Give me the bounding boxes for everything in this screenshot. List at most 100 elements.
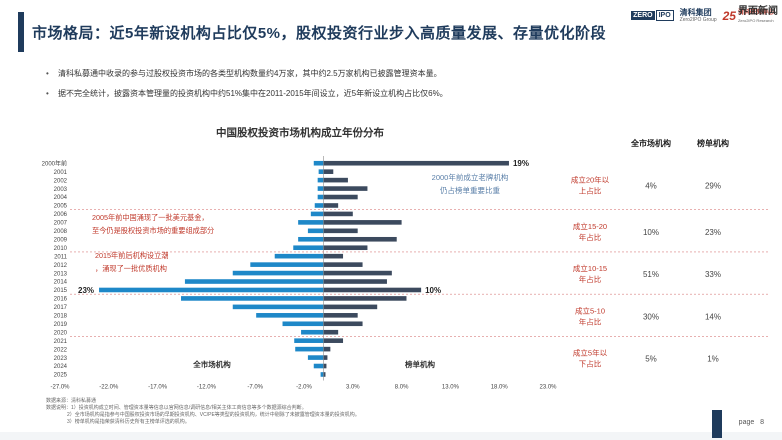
category-label: 2025 — [54, 373, 68, 379]
group-value-all: 10% — [643, 228, 659, 237]
group-label-line2: 年占比 — [579, 232, 602, 242]
x-tick-label: -7.0% — [247, 384, 263, 390]
page-num: 8 — [760, 419, 764, 426]
source-note-1: 数据说明：1）投资机构成立时间、管理资本量等信息以官网信息/调研信息/相关主体工… — [46, 405, 307, 411]
group-label-line2: 年占比 — [579, 274, 602, 284]
bar-all-market — [232, 270, 324, 276]
group-value-all: 51% — [643, 270, 659, 279]
bullet-item-1: 清科私募通中收录的参与过股权投资市场的各类型机构数量约4万家，其中约2.5万家机… — [46, 64, 448, 84]
logo-ipo: IPO — [655, 10, 674, 21]
bar-all-market — [298, 220, 324, 225]
category-label: 2023 — [54, 356, 68, 362]
bar-all-market — [310, 211, 324, 217]
bar-ranked — [323, 279, 387, 284]
series-label-left: 全市场机构 — [192, 359, 231, 369]
bar-all-market — [317, 194, 324, 200]
category-label: 2021 — [54, 339, 68, 345]
group-value-list: 33% — [705, 270, 721, 279]
group-value-list: 14% — [705, 312, 721, 321]
bar-ranked — [323, 313, 358, 318]
category-label: 2019 — [54, 322, 68, 328]
title-accent-bar — [18, 12, 24, 52]
group-label-line1: 成立5-10 — [575, 305, 605, 315]
group-logo-text: 清科集团 Zero2IPO Group — [680, 8, 717, 23]
source-notes: 数据来源：清科私募通 数据说明：1）投资机构成立时间、管理资本量等信息以官网信息… — [46, 398, 360, 426]
bar-all-market — [294, 338, 324, 343]
category-label: 2000年前 — [42, 159, 67, 167]
category-label: 2024 — [54, 364, 68, 370]
bar-all-market — [256, 313, 324, 318]
table-header-list: 榜单机构 — [697, 138, 729, 148]
watermark: 界面新闻 — [738, 6, 778, 17]
group-label-line2: 下占比 — [579, 359, 602, 369]
group-value-all: 4% — [645, 181, 657, 190]
category-label: 2013 — [54, 271, 68, 277]
bar-ranked — [323, 304, 378, 310]
data-label-left-peak: 23% — [78, 286, 94, 295]
category-label: 2012 — [54, 263, 68, 269]
footer-bar — [0, 432, 782, 440]
page-title: 市场格局：近5年新设机构占比仅5%，股权投资行业步入高质量发展、存量优化阶段 — [32, 25, 607, 42]
category-label: 2008 — [54, 229, 68, 235]
group-value-list: 23% — [705, 228, 721, 237]
group-value-all: 5% — [645, 355, 657, 364]
research-logo: 25 清科研究中心 Zero2IPO Research — [723, 9, 774, 23]
bar-ranked — [323, 329, 339, 335]
bar-ranked — [323, 372, 326, 377]
category-label: 2014 — [54, 280, 68, 286]
category-label: 2015 — [54, 288, 68, 294]
bar-ranked — [323, 220, 402, 225]
annotation-2015-line1: 2015年前后机构设立潮 — [95, 251, 169, 260]
bar-all-market — [250, 262, 324, 267]
bar-all-market — [184, 279, 324, 284]
page-label: page — [738, 419, 755, 426]
category-label: 2002 — [54, 178, 68, 184]
bar-ranked — [323, 160, 509, 166]
data-label-right-peak: 10% — [425, 286, 441, 295]
bar-all-market — [317, 186, 324, 191]
group-label-line1: 成立10-15 — [573, 263, 607, 273]
bar-ranked — [323, 194, 358, 200]
bar-all-market — [282, 321, 324, 327]
x-tick-label: -17.0% — [148, 384, 168, 390]
group-label-line1: 成立20年以 — [571, 174, 610, 184]
category-label: 2007 — [54, 221, 68, 227]
x-tick-label: 8.0% — [395, 384, 409, 390]
source-note-3: 3）榜单机构是指荣获清科历史所有主榜单评选的机构。 — [67, 419, 190, 425]
group-label-line2: 年占比 — [579, 316, 602, 326]
annotation-2015-line2: ，涌现了一批优质机构 — [95, 264, 167, 273]
bar-all-market — [99, 287, 324, 293]
bar-all-market — [232, 304, 324, 310]
x-tick-label: -2.0% — [296, 384, 312, 390]
category-label: 2009 — [54, 237, 68, 243]
category-label: 2016 — [54, 297, 68, 303]
x-tick-label: -22.0% — [99, 384, 119, 390]
series-label-right: 榜单机构 — [405, 359, 435, 369]
bar-ranked — [323, 169, 334, 174]
research-sub: Zero2IPO Research — [737, 17, 774, 23]
annotation-old-line2: 仍占榜单重要比重 — [440, 185, 500, 195]
bar-ranked — [323, 177, 348, 183]
category-label: 2001 — [54, 170, 68, 176]
bar-all-market — [317, 177, 324, 183]
bullet-list: 清科私募通中收录的参与过股权投资市场的各类型机构数量约4万家，其中约2.5万家机… — [46, 64, 448, 104]
bar-all-market — [314, 203, 324, 208]
bar-all-market — [313, 160, 324, 166]
bar-ranked — [323, 355, 328, 360]
bar-ranked — [323, 262, 363, 267]
bar-all-market — [295, 346, 324, 352]
x-tick-label: -27.0% — [50, 384, 70, 390]
bar-all-market — [318, 169, 324, 174]
category-label: 2010 — [54, 246, 68, 252]
category-label: 2011 — [54, 254, 68, 260]
bar-all-market — [293, 245, 324, 251]
logo-zero: ZERO — [631, 11, 655, 20]
bar-ranked — [323, 363, 327, 369]
bar-all-market — [313, 363, 324, 369]
source-note-2: 2）全市场机构是指参与中国股权投资市场的早期投资机构、VC/PE等类型的投资机构… — [67, 412, 360, 418]
bar-ranked — [323, 270, 392, 276]
bar-ranked — [323, 186, 368, 191]
bar-all-market — [181, 296, 324, 301]
bar-all-market — [274, 253, 324, 259]
category-label: 2004 — [54, 195, 68, 201]
